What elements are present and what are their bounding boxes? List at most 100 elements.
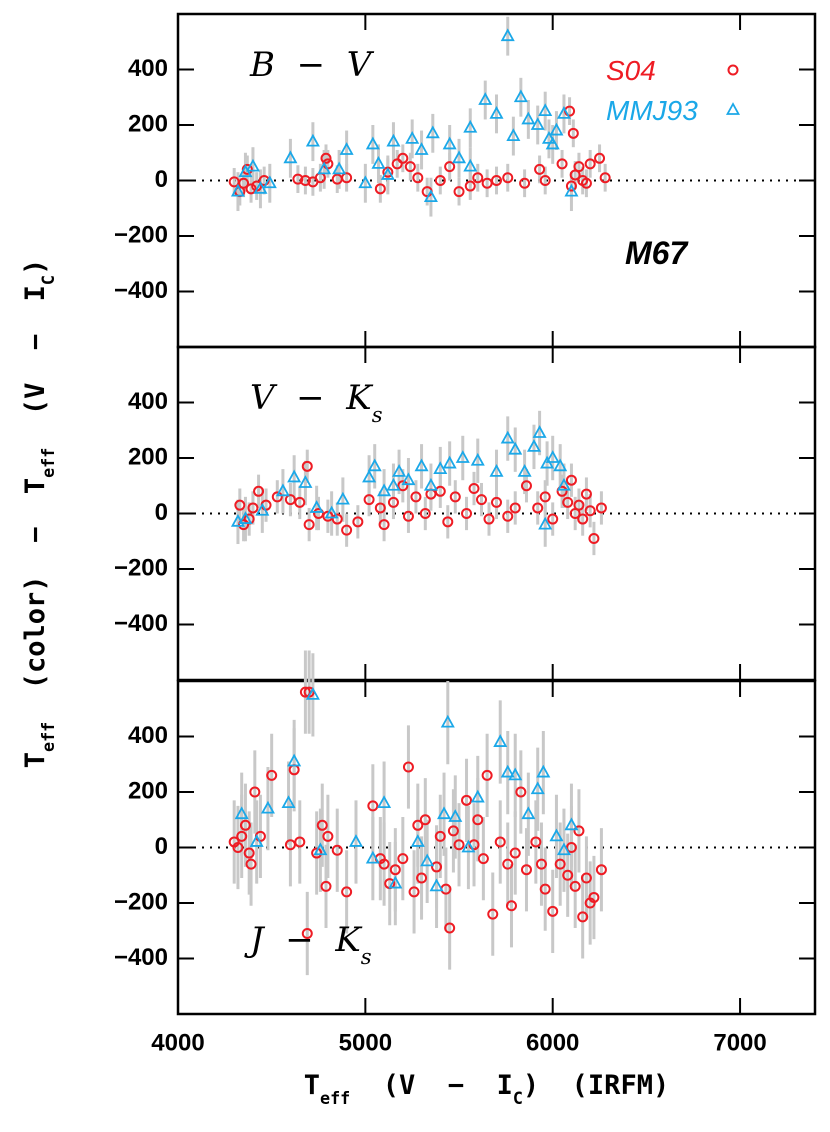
circle-point	[313, 508, 325, 519]
panel-label: V − Ks	[250, 378, 383, 427]
triangle-point	[530, 117, 545, 130]
triangle-point	[429, 878, 444, 892]
circle-point	[378, 519, 390, 531]
triangle-point	[530, 781, 545, 795]
circle-point	[447, 825, 459, 837]
circle-point	[316, 819, 328, 831]
y-tick-label: 400	[128, 722, 168, 749]
circle-point	[412, 172, 424, 184]
circle-point	[453, 186, 465, 198]
circle-point	[397, 853, 409, 865]
triangle-point	[506, 128, 521, 142]
points	[228, 28, 611, 203]
circle-point	[341, 524, 353, 536]
triangle-point	[365, 850, 380, 864]
triangle-point	[526, 439, 541, 452]
triangle-point	[553, 458, 568, 472]
circle-point	[569, 880, 581, 892]
circle-point	[408, 886, 420, 898]
x-tick-label: 7000	[713, 1029, 766, 1056]
panel-label-part: B − V	[249, 45, 375, 85]
triangle-point	[725, 102, 741, 115]
y-tick-label: 400	[128, 388, 168, 415]
panel-label-part: J − K	[244, 920, 363, 960]
circle-point	[320, 880, 332, 892]
triangle-point	[536, 764, 551, 778]
triangle-point	[305, 687, 320, 700]
circle-point	[320, 152, 332, 164]
triangle-point	[313, 842, 328, 856]
triangle-point	[230, 183, 245, 197]
triangle-point	[556, 842, 571, 856]
circle-point	[461, 508, 473, 519]
triangle-point	[420, 853, 435, 867]
circle-point	[352, 516, 364, 528]
circle-point	[341, 886, 353, 898]
circle-point	[402, 510, 414, 522]
x-axis-title-part: (V − I	[350, 1070, 513, 1101]
circle-point	[301, 460, 313, 472]
circle-point	[554, 858, 566, 870]
circle-point	[577, 911, 589, 923]
circle-point	[461, 794, 473, 806]
circle-point	[520, 480, 532, 492]
y-axis-title-part: eff	[38, 448, 58, 478]
y-axis-title-part: (V − I	[20, 285, 51, 448]
circle-point	[294, 496, 306, 508]
triangle-point	[545, 136, 560, 150]
circle-point	[416, 872, 428, 884]
circle-point	[294, 836, 306, 848]
circle-point	[547, 905, 559, 917]
circle-point	[449, 491, 461, 503]
triangle-point	[255, 502, 270, 516]
triangle-point	[309, 500, 324, 513]
x-axis-title: Teff (V − IC) (IRFM)	[304, 1070, 669, 1108]
circle-point	[266, 769, 278, 781]
triangle-point	[500, 28, 515, 42]
triangle-point	[470, 789, 485, 803]
circle-point	[434, 485, 446, 497]
circle-point	[481, 769, 493, 781]
circle-point	[565, 842, 577, 853]
triangle-point	[401, 472, 416, 486]
triangle-point	[410, 834, 425, 847]
points	[228, 686, 607, 940]
circle-point	[412, 819, 424, 831]
triangle-point	[324, 505, 339, 519]
circle-point	[253, 485, 265, 497]
panel-label-part: s	[372, 402, 383, 427]
circle-point	[509, 502, 521, 514]
triangle-point	[332, 161, 347, 175]
circle-point	[509, 847, 521, 859]
circle-point	[292, 173, 304, 185]
triangle-point	[538, 516, 553, 530]
circle-point	[249, 786, 261, 798]
circle-point	[397, 480, 409, 492]
circle-point	[464, 180, 476, 192]
circle-point	[535, 858, 547, 870]
circle-point	[284, 494, 296, 506]
triangle-point	[452, 150, 467, 164]
triangle-point	[442, 455, 457, 469]
triangle-point	[245, 158, 260, 172]
circle-point	[363, 494, 375, 506]
circle-point	[584, 505, 596, 517]
triangle-point	[348, 834, 364, 847]
circle-point	[322, 510, 334, 522]
triangle-point	[521, 111, 536, 125]
triangle-point	[500, 764, 515, 778]
y-tick-label: 200	[128, 110, 168, 137]
triangle-point	[339, 142, 354, 155]
circle-point	[573, 825, 585, 837]
triangle-point	[405, 131, 420, 144]
triangle-point	[371, 155, 386, 169]
circle-point	[232, 842, 244, 853]
circle-point	[491, 175, 502, 186]
circle-point	[374, 502, 386, 514]
y-tick-label: −400	[114, 610, 168, 637]
triangle-point	[388, 875, 403, 889]
circle-point	[239, 819, 251, 831]
x-axis-title-part: C	[513, 1088, 523, 1108]
panel-label: B − V	[249, 45, 375, 85]
